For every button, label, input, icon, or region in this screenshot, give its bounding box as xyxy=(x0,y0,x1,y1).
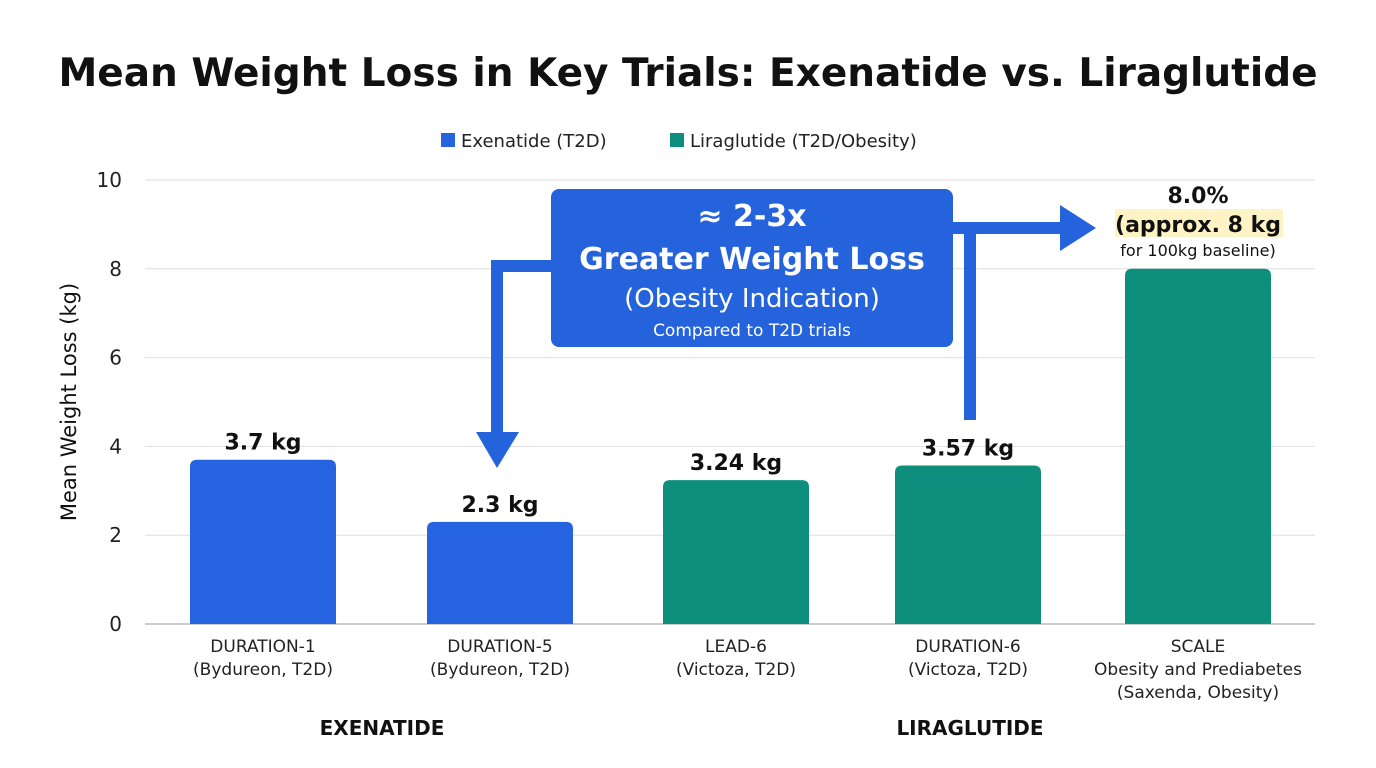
bar xyxy=(663,480,809,624)
legend-label-exenatide: Exenatide (T2D) xyxy=(461,131,607,152)
data-label: 3.7 kg xyxy=(224,431,301,456)
x-tick-label: (Victoza, T2D) xyxy=(908,660,1028,680)
legend-swatch-exenatide xyxy=(441,133,455,147)
x-tick-label: DURATION-1 xyxy=(210,637,315,657)
callout-box: ≈ 2-3x Greater Weight Loss (Obesity Indi… xyxy=(551,189,953,347)
y-axis-label: Mean Weight Loss (kg) xyxy=(57,283,81,521)
scale-annotation: 8.0% (approx. 8 kg for 100kg baseline) xyxy=(1115,184,1283,260)
scale-percent: 8.0% xyxy=(1167,184,1228,209)
legend: Exenatide (T2D) Liraglutide (T2D/Obesity… xyxy=(441,131,917,152)
data-label: 3.57 kg xyxy=(922,436,1014,461)
data-label: 3.24 kg xyxy=(690,451,782,476)
bar xyxy=(427,521,573,624)
legend-swatch-liraglutide xyxy=(670,133,684,147)
callout-arrows xyxy=(476,205,1096,468)
x-tick-labels: DURATION-1 (Bydureon, T2D) DURATION-5 (Bydu… xyxy=(193,637,1302,703)
x-tick-label: (Saxenda, Obesity) xyxy=(1117,683,1279,703)
x-tick-label: Obesity and Prediabetes xyxy=(1094,660,1302,680)
y-tick-label: 6 xyxy=(109,346,122,370)
x-tick-label: (Bydureon, T2D) xyxy=(193,660,333,680)
x-tick-label: SCALE xyxy=(1171,637,1226,657)
x-tick-label: LEAD-6 xyxy=(705,637,767,657)
arrow-left xyxy=(476,260,553,468)
bar xyxy=(190,459,336,624)
arrow-right xyxy=(951,205,1096,420)
y-tick-label: 8 xyxy=(109,257,122,281)
y-tick-label: 0 xyxy=(109,612,122,636)
bar xyxy=(895,465,1041,624)
scale-baseline: for 100kg baseline) xyxy=(1120,241,1275,260)
x-tick-label: DURATION-6 xyxy=(915,637,1020,657)
callout-line-1: ≈ 2-3x xyxy=(697,199,806,234)
data-label: 2.3 kg xyxy=(461,493,538,518)
scale-highlight xyxy=(1115,209,1283,237)
y-tick-label: 2 xyxy=(109,523,122,547)
y-tick-label: 4 xyxy=(109,434,122,458)
callout-background xyxy=(551,189,953,347)
callout-line-3: (Obesity Indication) xyxy=(624,284,880,314)
x-tick-label: DURATION-5 xyxy=(447,637,552,657)
x-tick-label: (Victoza, T2D) xyxy=(676,660,796,680)
group-label-liraglutide: LIRAGLUTIDE xyxy=(896,716,1043,740)
scale-approx: (approx. 8 kg xyxy=(1115,213,1281,238)
group-label-exenatide: EXENATIDE xyxy=(320,716,445,740)
y-tick-label: 10 xyxy=(97,168,122,192)
bar xyxy=(1125,268,1271,624)
callout-line-2: Greater Weight Loss xyxy=(579,242,925,277)
callout-line-4: Compared to T2D trials xyxy=(653,321,851,341)
chart-title: Mean Weight Loss in Key Trials: Exenatid… xyxy=(58,51,1317,96)
legend-label-liraglutide: Liraglutide (T2D/Obesity) xyxy=(690,131,917,152)
bars: 3.7 kg 2.3 kg 3.24 kg 3.57 kg xyxy=(190,268,1271,624)
x-tick-label: (Bydureon, T2D) xyxy=(430,660,570,680)
